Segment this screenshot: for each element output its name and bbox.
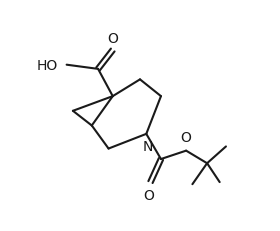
- Text: N: N: [142, 140, 153, 153]
- Text: O: O: [143, 188, 154, 203]
- Text: O: O: [181, 131, 192, 145]
- Text: O: O: [107, 32, 118, 46]
- Text: HO: HO: [37, 58, 58, 72]
